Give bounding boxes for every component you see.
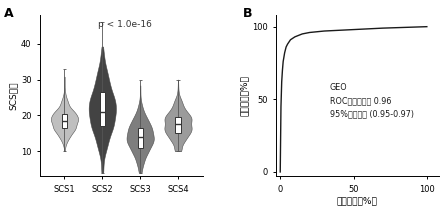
Y-axis label: 真阳性率（%）: 真阳性率（%）	[240, 75, 249, 116]
Text: B: B	[243, 7, 253, 20]
Text: GEO
ROC曲线下面积 0.96
95%置信区间 (0.95-0.97): GEO ROC曲线下面积 0.96 95%置信区间 (0.95-0.97)	[330, 83, 413, 118]
Text: p < 1.0e-16: p < 1.0e-16	[97, 20, 152, 29]
Bar	[137, 128, 143, 148]
Text: A: A	[4, 7, 14, 20]
Bar	[100, 92, 105, 126]
Y-axis label: SCS评分: SCS评分	[9, 81, 18, 110]
Bar	[175, 117, 181, 133]
X-axis label: 假阳性率（%）: 假阳性率（%）	[337, 197, 377, 205]
Bar	[62, 114, 67, 128]
